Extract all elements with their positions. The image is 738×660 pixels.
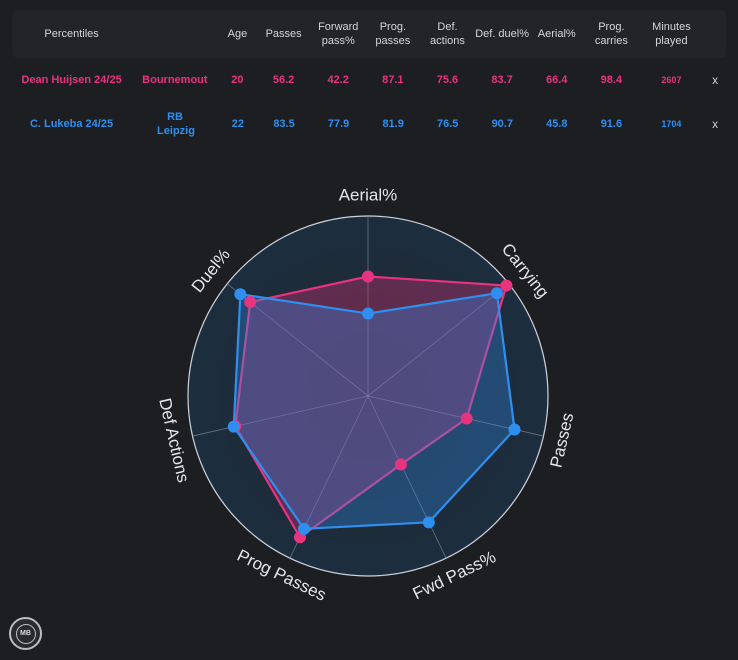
- data-point-0-6: [244, 296, 257, 309]
- cell-age: 20: [231, 74, 244, 86]
- cell-passes: 83.5: [273, 118, 295, 130]
- cell-def-duel: 83.7: [491, 74, 513, 86]
- data-point-1-4: [298, 522, 311, 535]
- cell-prog-carries: 98.4: [600, 74, 623, 86]
- cell-minutes: 2607: [661, 75, 682, 85]
- data-point-0-3: [394, 458, 407, 471]
- data-point-1-5: [227, 420, 240, 433]
- cell-age: 22: [231, 118, 245, 130]
- spoke-1: [367, 283, 509, 397]
- data-point-1-0: [362, 307, 374, 320]
- table-row-lukeba: C. Lukeba 24/25 RB Leipzig 22 83.5 77.9 …: [12, 102, 726, 146]
- table-header: Percentiles Age Passes Forward pass% Pro…: [12, 10, 726, 58]
- cell-prog-carries: 91.6: [600, 118, 623, 130]
- cell-def-duel: 90.7: [491, 118, 513, 130]
- remove-player-button[interactable]: x: [712, 117, 719, 131]
- table-row-huijsen: Dean Huijsen 24/25 Bournemout 20 56.2 42…: [12, 58, 726, 102]
- cell-passes: 56.2: [272, 74, 295, 86]
- player-name: Dean Huijsen 24/25: [21, 74, 122, 86]
- cell-forward-pass: 42.2: [327, 74, 349, 86]
- series-area-1: [232, 292, 516, 530]
- cell-forward-pass: 77.9: [327, 118, 350, 130]
- header-passes: Passes: [265, 28, 302, 40]
- data-point-1-3: [422, 516, 435, 529]
- cell-aerial: 45.8: [546, 118, 568, 130]
- remove-player-button[interactable]: x: [712, 73, 719, 87]
- cell-minutes: 1704: [661, 119, 682, 129]
- logo-text: MB: [15, 623, 36, 644]
- team-name: Bournemout: [142, 74, 208, 86]
- cell-aerial: 66.4: [546, 74, 568, 86]
- header-prog-carries: Prog. carries: [594, 21, 628, 47]
- header-def-actions: Def. actions: [430, 21, 465, 47]
- player-name: C. Lukeba 24/25: [29, 118, 114, 130]
- header-percentiles: Percentiles: [44, 28, 99, 40]
- axis-label-0: Aerial%: [339, 185, 398, 204]
- axis-label-5: Def Actions: [155, 396, 193, 484]
- header-minutes-played: Minutes played: [652, 21, 691, 47]
- axis-label-2: Passes: [547, 411, 578, 470]
- cell-prog-passes: 81.9: [382, 118, 404, 130]
- spoke-5: [192, 395, 369, 437]
- header-prog-passes: Prog. passes: [375, 21, 411, 47]
- header-aerial: Aerial%: [537, 28, 576, 40]
- data-point-1-6: [234, 288, 247, 301]
- data-point-1-2: [508, 423, 521, 436]
- data-point-0-0: [362, 270, 374, 283]
- cell-def-actions: 75.6: [436, 74, 459, 86]
- mb-logo-icon: MB: [9, 617, 42, 650]
- data-point-0-1: [500, 279, 513, 292]
- team-name: RB Leipzig: [157, 111, 195, 137]
- data-point-0-2: [460, 412, 473, 425]
- cell-def-actions: 76.5: [437, 118, 459, 130]
- header-age: Age: [227, 28, 248, 40]
- header-def-duel: Def. duel%: [475, 28, 530, 40]
- header-forward-pass: Forward pass%: [318, 21, 359, 47]
- comparison-table: Percentiles Age Passes Forward pass% Pro…: [12, 10, 726, 146]
- cell-prog-passes: 87.1: [382, 74, 404, 86]
- spoke-3: [367, 395, 447, 559]
- data-point-1-1: [490, 287, 503, 300]
